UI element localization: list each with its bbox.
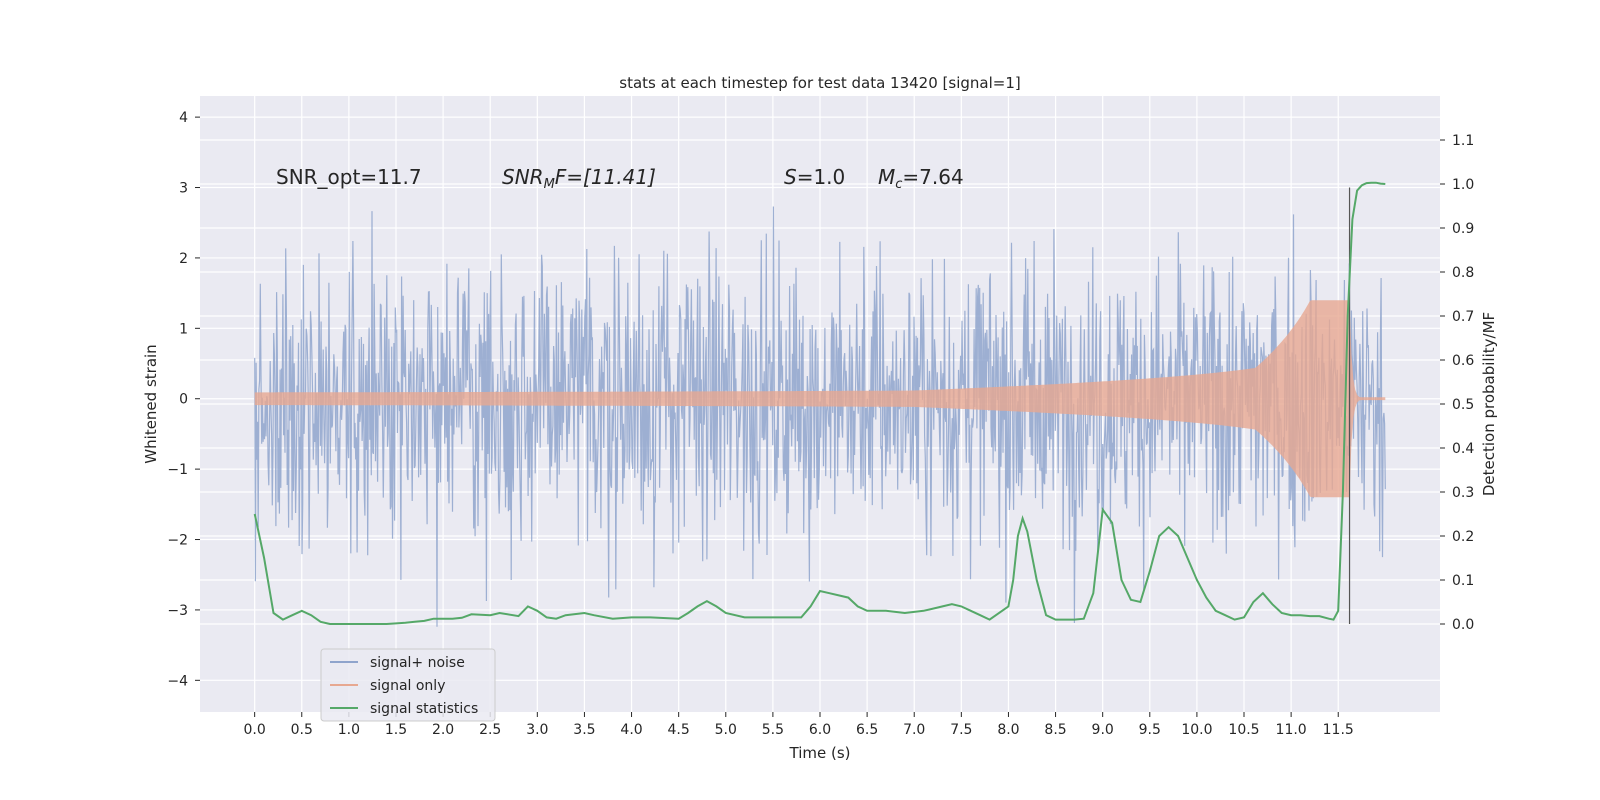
x-tick-label: 10.5 [1228, 722, 1259, 738]
series-signal-only [254, 300, 1386, 498]
y-left-tick-label: 0 [179, 392, 188, 408]
x-tick-label: 11.5 [1323, 722, 1354, 738]
x-tick-label: 7.5 [950, 722, 972, 738]
annotation-s-value: =1.0 [797, 165, 846, 189]
y-right-tick-label: 0.1 [1452, 573, 1474, 589]
x-tick-label: 8.0 [997, 722, 1019, 738]
axis-ticks: 0.0 0.5 1.0 1.5 2.0 2.5 3.0 3.5 4.0 4.5 5.0 5.5 6.0 6… [167, 110, 1474, 738]
annotation-snr-mf-value: F=[11.41] [555, 165, 656, 189]
x-tick-label: 8.5 [1044, 722, 1066, 738]
y-right-tick-label: 0.3 [1452, 485, 1474, 501]
y-left-tick-label: 3 [179, 181, 188, 197]
x-tick-label: 3.5 [573, 722, 595, 738]
x-tick-label: 11.0 [1276, 722, 1307, 738]
x-tick-label: 7.0 [903, 722, 925, 738]
x-tick-label: 2.0 [432, 722, 454, 738]
y-right-tick-label: 0.4 [1452, 441, 1474, 457]
y-right-tick-label: 0.9 [1452, 221, 1474, 237]
y-right-tick-label: 0.0 [1452, 617, 1474, 633]
annotation-snr-mf: SNRMF=[11.41] [502, 165, 656, 192]
x-tick-label: 1.0 [338, 722, 360, 738]
y-right-tick-label: 1.0 [1452, 177, 1474, 193]
legend-label-signal-only: signal only [370, 678, 445, 694]
y-left-tick-label: 2 [179, 251, 188, 267]
annotation-snr-mf-subscript: M [544, 177, 555, 192]
y-right-tick-label: 0.2 [1452, 529, 1474, 545]
annotation-s: S=1.0 [784, 165, 845, 189]
annotation-s-symbol: S [784, 165, 797, 189]
x-tick-label: 5.5 [762, 722, 784, 738]
x-tick-label: 5.0 [715, 722, 737, 738]
x-tick-label: 2.5 [479, 722, 501, 738]
x-tick-label: 6.5 [856, 722, 878, 738]
annotation-mc: Mc=7.64 [878, 165, 964, 192]
x-tick-label: 9.5 [1139, 722, 1161, 738]
x-tick-label: 9.0 [1092, 722, 1114, 738]
x-tick-label: 1.5 [385, 722, 407, 738]
y-right-tick-label: 0.8 [1452, 265, 1474, 281]
y-right-tick-label: 0.7 [1452, 309, 1474, 325]
y-right-tick-label: 0.5 [1452, 397, 1474, 413]
annotation-mc-subscript: c [895, 177, 902, 192]
y-left-tick-label: −2 [167, 533, 188, 549]
x-tick-label: 4.0 [620, 722, 642, 738]
annotation-mc-symbol: M [878, 165, 895, 189]
y-left-tick-label: −1 [167, 462, 188, 478]
y-left-tick-label: −3 [167, 603, 188, 619]
x-tick-label: 4.5 [668, 722, 690, 738]
legend-box [320, 648, 496, 722]
legend-label-signal-statistics: signal statistics [370, 701, 478, 717]
x-tick-label: 3.0 [526, 722, 548, 738]
y-left-tick-label: 4 [179, 110, 188, 126]
signal-only-envelope [254, 300, 1386, 498]
y-left-tick-label: −4 [167, 673, 188, 689]
annotation-snr-opt: SNR_opt=11.7 [276, 165, 422, 189]
y-right-tick-label: 0.6 [1452, 353, 1474, 369]
legend: signal+ noise signal only signal statist… [320, 648, 496, 722]
y-axis-label-right: Detection probability/MF [1480, 312, 1498, 496]
x-tick-label: 0.0 [244, 722, 266, 738]
y-right-tick-label: 1.1 [1452, 133, 1474, 149]
annotation-snr-mf-symbol: SNR [502, 165, 544, 189]
x-tick-label: 0.5 [291, 722, 313, 738]
x-axis-label: Time (s) [789, 744, 851, 762]
x-tick-label: 10.0 [1181, 722, 1212, 738]
legend-label-signal-plus-noise: signal+ noise [370, 655, 465, 671]
annotation-mc-value: =7.64 [902, 165, 963, 189]
x-tick-label: 6.0 [809, 722, 831, 738]
chart-title: stats at each timestep for test data 134… [619, 74, 1020, 92]
signal-statistics-line [253, 181, 1386, 625]
series-signal-statistics [253, 181, 1386, 625]
y-left-tick-label: 1 [179, 321, 188, 337]
y-axis-label-left: Whitened strain [142, 344, 160, 463]
